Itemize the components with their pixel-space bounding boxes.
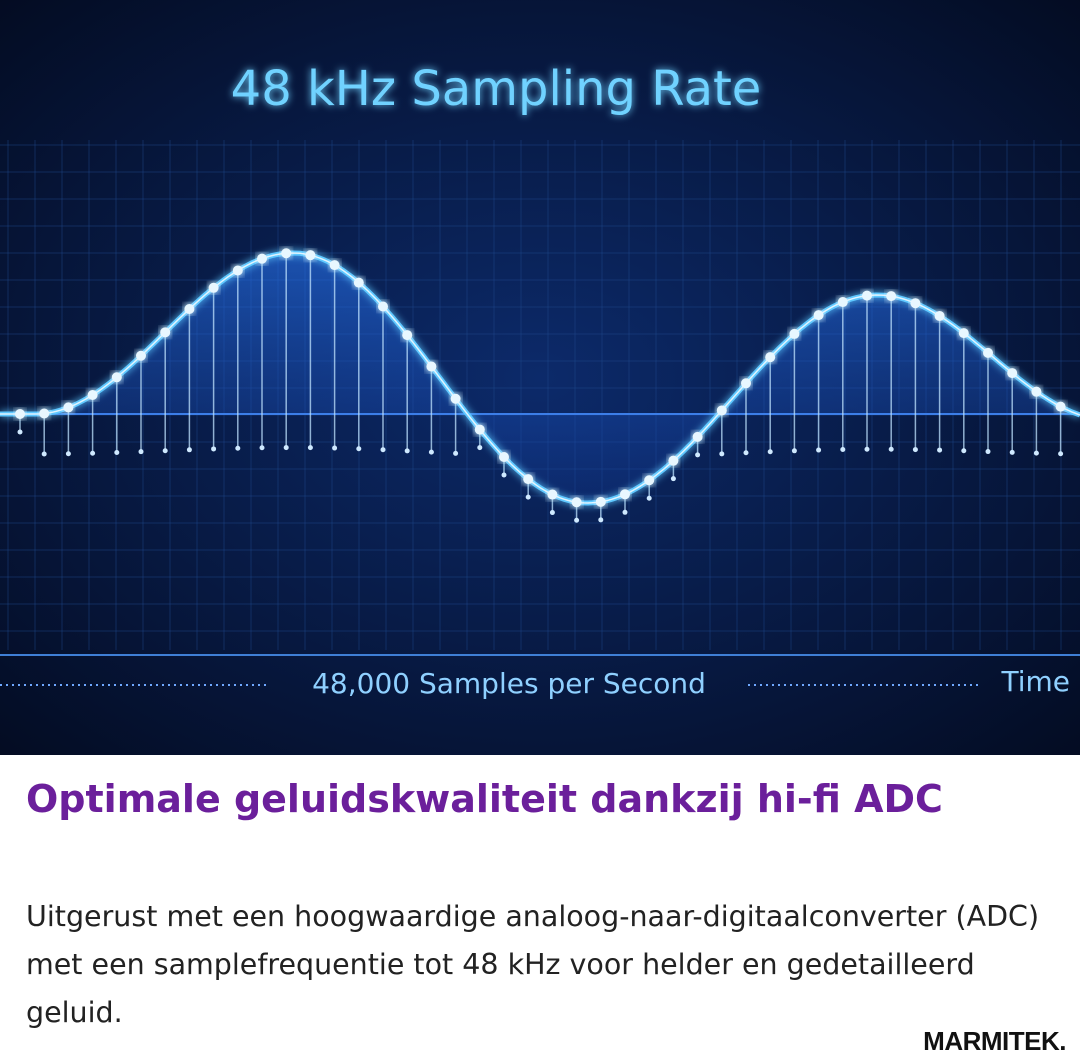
- sample-tick: [961, 448, 967, 454]
- sample-tick: [816, 447, 822, 453]
- sample-tick: [1009, 449, 1015, 455]
- sample-dot: [1007, 368, 1018, 379]
- sample-dot: [257, 253, 267, 264]
- sample-tick: [90, 450, 96, 456]
- sample-tick: [888, 446, 894, 452]
- heading: Optimale geluidskwaliteit dankzij hi-fi …: [26, 777, 943, 821]
- sample-tick: [574, 517, 580, 523]
- sample-dot: [765, 352, 776, 363]
- sample-tick: [670, 476, 676, 482]
- sample-dot: [886, 291, 897, 302]
- sample-tick: [41, 451, 47, 457]
- sample-dot: [281, 248, 292, 259]
- sample-dot: [378, 301, 388, 312]
- sample-dot: [910, 298, 921, 309]
- sample-dot: [232, 265, 243, 276]
- sample-dot: [523, 474, 534, 485]
- sample-tick: [864, 446, 870, 452]
- sample-tick: [525, 494, 531, 500]
- sample-tick: [65, 451, 71, 457]
- sample-tick: [332, 445, 338, 451]
- sample-tick: [453, 450, 459, 456]
- sample-dot: [87, 389, 98, 400]
- sample-dot: [934, 310, 945, 321]
- sample-dot: [160, 327, 171, 338]
- axis-label: Time: [1000, 665, 1070, 698]
- sample-dot: [571, 497, 582, 508]
- sample-tick: [380, 447, 386, 453]
- sample-tick: [695, 452, 701, 458]
- sample-tick: [598, 517, 604, 523]
- image-caption: 48,000 Samples per Second: [312, 667, 706, 700]
- sample-dot: [668, 455, 679, 466]
- body-text: Uitgerust met een hoogwaardige analoog-n…: [26, 900, 1040, 1029]
- wave: [0, 248, 1080, 523]
- illustration: 48 kHz Sampling Rate 48,000 Samples per …: [0, 0, 1080, 755]
- wave-core: [0, 252, 1080, 504]
- sample-tick: [743, 450, 749, 456]
- sample-dot: [813, 310, 824, 321]
- sample-dot: [426, 361, 437, 372]
- sample-dot: [741, 378, 751, 389]
- sample-dot: [329, 260, 340, 271]
- sample-tick: [477, 445, 483, 451]
- sample-tick: [767, 449, 773, 455]
- sample-dot: [958, 328, 969, 339]
- wave-fill: [0, 253, 1080, 503]
- sample-tick: [840, 447, 846, 453]
- sample-dot: [692, 431, 703, 442]
- sample-tick: [912, 447, 918, 453]
- sample-tick: [114, 450, 120, 456]
- sample-dot: [1055, 401, 1066, 412]
- image-title: 48 kHz Sampling Rate: [231, 61, 762, 117]
- sample-tick: [622, 509, 628, 515]
- sample-dot: [184, 303, 195, 314]
- sample-tick: [17, 429, 23, 435]
- sample-tick: [719, 451, 725, 457]
- sample-tick: [235, 445, 241, 451]
- sample-dot: [208, 282, 219, 293]
- sample-tick: [186, 447, 192, 453]
- sample-tick: [1033, 450, 1039, 456]
- sample-dot: [620, 489, 630, 500]
- sample-dot: [595, 496, 606, 507]
- sample-tick: [501, 472, 507, 478]
- sample-dot: [353, 277, 364, 288]
- sample-dot: [474, 424, 485, 435]
- sample-tick: [428, 449, 434, 455]
- sample-dot: [1031, 386, 1042, 397]
- sample-dot: [136, 350, 146, 361]
- sample-tick: [791, 448, 797, 454]
- sample-tick: [356, 446, 362, 452]
- sample-dot: [837, 297, 848, 308]
- sample-dot: [789, 328, 800, 339]
- sample-dot: [547, 489, 558, 500]
- sample-tick: [307, 445, 313, 451]
- sample-tick: [283, 445, 289, 451]
- sample-dot: [305, 250, 316, 261]
- sample-dot: [644, 475, 655, 486]
- sample-tick: [985, 449, 991, 455]
- sample-tick: [549, 510, 555, 516]
- sample-tick: [937, 447, 943, 453]
- sample-dot: [402, 330, 413, 341]
- sample-tick: [162, 448, 168, 454]
- sample-dot: [716, 405, 727, 416]
- sample-dot: [983, 347, 993, 358]
- sample-dot: [111, 372, 122, 383]
- sample-tick: [259, 445, 265, 451]
- sample-dot: [499, 451, 509, 462]
- brand: MARMITEK.: [923, 1026, 1066, 1056]
- sample-tick: [211, 446, 217, 452]
- sample-tick: [646, 495, 652, 501]
- sample-dot: [39, 408, 50, 419]
- sample-dot: [862, 290, 872, 301]
- sample-dot: [450, 393, 461, 404]
- sample-tick: [138, 449, 144, 455]
- sample-dot: [63, 402, 74, 413]
- sample-tick: [404, 448, 410, 454]
- sample-dot: [15, 409, 25, 419]
- sample-tick: [1058, 451, 1064, 457]
